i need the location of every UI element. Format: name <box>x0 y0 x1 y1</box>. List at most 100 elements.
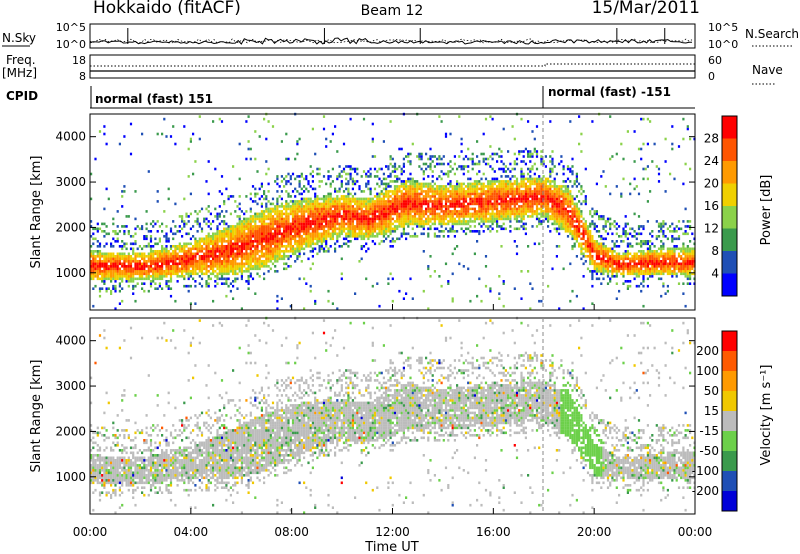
power-cell <box>227 232 230 236</box>
power-cell <box>520 270 523 273</box>
power-cell <box>269 267 272 271</box>
power-cell <box>318 217 321 221</box>
power-cell <box>606 282 610 285</box>
power-cell <box>187 265 190 268</box>
power-cell <box>340 217 343 221</box>
power-cell <box>283 237 286 241</box>
power-cell <box>271 125 275 128</box>
power-cell <box>198 210 201 213</box>
power-cell <box>351 177 354 181</box>
power-cell <box>484 210 488 213</box>
power-cell <box>478 207 481 211</box>
power-cell <box>405 220 408 223</box>
power-cell <box>325 195 328 198</box>
power-cell <box>347 190 350 193</box>
power-cell <box>183 220 186 223</box>
power-cell <box>511 195 514 198</box>
power-cell <box>121 262 124 266</box>
power-cell <box>615 185 618 188</box>
power-cell <box>358 197 361 201</box>
power-cell <box>132 247 135 251</box>
power-cell <box>212 272 215 276</box>
power-cell <box>178 257 181 261</box>
power-cell <box>456 212 459 216</box>
power-cell <box>507 185 510 188</box>
power-cell <box>209 237 212 241</box>
power-cell <box>169 252 173 256</box>
power-cell <box>105 262 108 266</box>
power-cell <box>615 282 618 285</box>
power-cell <box>553 200 556 203</box>
power-cell <box>522 160 525 163</box>
power-cell <box>251 225 255 228</box>
power-cell <box>165 284 168 288</box>
power-cell <box>251 252 255 256</box>
power-cell <box>496 222 499 226</box>
power-cell <box>558 215 561 218</box>
power-cell <box>367 180 370 183</box>
power-cell <box>416 187 419 191</box>
power-cell <box>256 202 259 206</box>
power-cell <box>351 180 354 183</box>
power-cell <box>240 245 243 248</box>
power-cell <box>529 200 532 203</box>
power-cell <box>340 272 343 276</box>
power-cell <box>138 275 141 278</box>
power-cell <box>325 237 328 241</box>
power-cell <box>118 270 121 273</box>
power-cell <box>540 192 543 196</box>
power-cell <box>92 262 95 266</box>
power-cell <box>285 220 288 223</box>
power-cell <box>276 175 279 178</box>
power-cell <box>218 262 221 266</box>
power-cell <box>389 185 392 188</box>
power-cell <box>296 140 299 143</box>
power-cell <box>101 262 104 266</box>
power-cell <box>118 260 121 263</box>
power-cell <box>389 222 392 226</box>
power-cell <box>129 235 133 238</box>
power-cell <box>156 230 159 233</box>
power-cell <box>453 185 456 188</box>
power-cell <box>393 225 397 228</box>
power-cell <box>420 155 423 158</box>
power-cell <box>584 245 587 248</box>
power-cell <box>181 227 184 231</box>
power-cell <box>234 210 237 213</box>
power-cell <box>200 260 204 263</box>
power-cell <box>254 220 257 223</box>
power-cell <box>285 182 288 186</box>
power-cell <box>192 265 195 268</box>
power-cell <box>152 245 155 248</box>
power-cell <box>254 252 257 256</box>
power-cell <box>385 222 388 226</box>
power-cell <box>560 225 563 228</box>
power-cell <box>473 215 476 218</box>
power-cell <box>232 255 235 258</box>
power-cell <box>178 230 181 233</box>
power-cell <box>105 267 108 271</box>
power-cell <box>518 182 521 186</box>
power-cell <box>378 225 381 228</box>
power-cell <box>422 250 425 253</box>
power-cell <box>116 257 119 261</box>
power-cell <box>276 182 279 186</box>
power-cell <box>189 257 192 261</box>
power-cell <box>367 232 370 236</box>
power-cell <box>407 192 410 196</box>
power-cell <box>553 202 556 206</box>
power-cell <box>329 217 332 221</box>
power-cell <box>535 167 539 171</box>
power-cell <box>98 242 102 246</box>
power-cell <box>276 222 279 226</box>
power-cell <box>232 232 235 236</box>
power-cell <box>260 250 263 253</box>
power-cell <box>504 207 507 211</box>
power-cell <box>482 212 485 216</box>
power-cell <box>229 227 232 231</box>
power-cell <box>305 210 308 213</box>
power-cell <box>509 220 512 223</box>
power-cell <box>218 260 221 263</box>
power-cell <box>520 160 523 163</box>
power-cell <box>338 215 341 218</box>
